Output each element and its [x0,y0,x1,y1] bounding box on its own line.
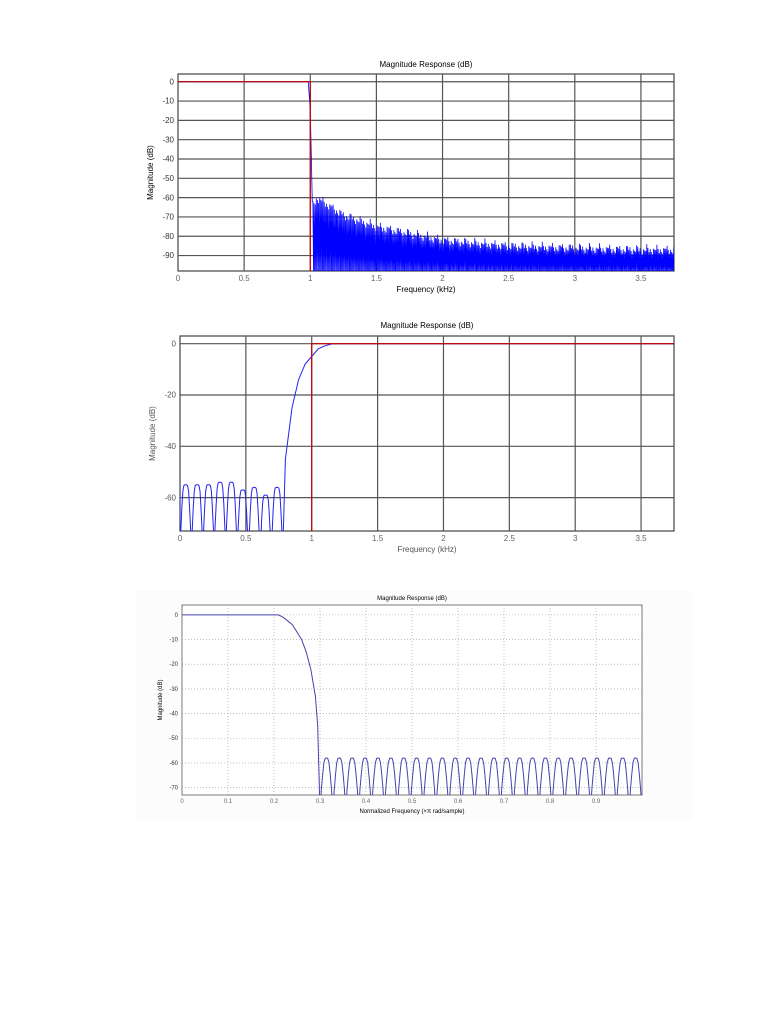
series-filter-response [182,614,642,795]
x-tick-label: 0 [178,534,183,543]
y-tick-label: -60 [162,193,174,202]
y-tick-label: -70 [162,213,174,222]
chart-title: Magnitude Response (dB) [381,321,474,330]
y-tick-label: -60 [169,761,178,767]
x-tick-label: 0.3 [316,799,325,805]
y-tick-label: -80 [162,232,174,241]
x-tick-label: 0.1 [224,799,233,805]
y-tick-label: 0 [170,77,175,86]
y-tick-label: -20 [169,662,178,668]
chart-title: Magnitude Response (dB) [380,60,473,69]
x-tick-label: 1 [310,534,315,543]
x-tick-label: 0.8 [546,799,555,805]
y-tick-label: -30 [162,135,174,144]
y-tick-label: -10 [169,638,178,644]
series-ideal-spec [311,343,674,531]
chart-title: Magnitude Response (dB) [377,596,447,602]
y-tick-label: -50 [169,736,178,742]
series-group [178,81,674,271]
x-tick-label: 0 [176,274,181,283]
plot-area: 0 0.1 0.2 0.3 0.4 0.5 0.6 0.7 0.8 0.9 0 -10 -20 -30 -4… [169,604,643,805]
plot-area: 0 0.5 1 1.5 2 2.5 3 3.5 0 -20 -40 -60 [164,335,675,543]
chart-lowpass-normalized: 0 0.1 0.2 0.3 0.4 0.5 0.6 0.7 0.8 0.9 0 -10 -20 -30 -4… [158,596,643,815]
y-tick-label: -20 [164,391,176,400]
series-group [182,614,642,795]
x-tick-label: 2 [440,274,445,283]
plot-area: 0 0.5 1 1.5 2 2.5 3 3.5 0 -10 -20 -30 -40 -50 -60 -70 -8… [162,73,675,283]
y-axis-label: Magnitude (dB) [158,679,164,720]
x-tick-label: 0.5 [240,534,252,543]
y-tick-label: -40 [164,442,176,451]
x-tick-label: 3.5 [636,534,648,543]
series-group [180,343,674,531]
series-ideal-spec [178,81,311,271]
x-axis-label: Frequency (kHz) [396,285,455,294]
x-tick-label: 2.5 [504,534,516,543]
x-tick-label: 0.6 [454,799,463,805]
y-tick-label: -20 [162,116,174,125]
y-tick-label: -90 [162,251,174,260]
x-axis-label: Normalized Frequency (×π rad/sample) [359,809,464,815]
y-tick-label: 0 [172,339,177,348]
y-axis-label: Magnitude (dB) [146,145,155,200]
y-tick-label: -30 [169,687,178,693]
y-tick-label: -60 [164,493,176,502]
x-tick-label: 2 [441,534,446,543]
x-tick-label: 3 [573,534,578,543]
y-tick-label: -40 [169,712,178,718]
series-filter-response [180,343,674,531]
chart-highpass-khz: 0 0.5 1 1.5 2 2.5 3 3.5 0 -20 -40 -60 Magnitude Resp… [148,321,675,554]
x-tick-label: 1 [308,274,313,283]
x-tick-label: 1.5 [371,274,383,283]
x-tick-label: 0.2 [270,799,279,805]
y-tick-label: -50 [162,174,174,183]
x-tick-label: 1.5 [372,534,384,543]
x-tick-label: 0.4 [362,799,371,805]
x-tick-label: 0.5 [239,274,251,283]
x-tick-label: 3 [573,274,578,283]
x-tick-label: 0 [180,799,184,805]
x-tick-label: 0.7 [500,799,509,805]
x-tick-label: 3.5 [635,274,647,283]
y-tick-label: -70 [169,786,178,792]
chart-lowpass-khz: 0 0.5 1 1.5 2 2.5 3 3.5 0 -10 -20 -30 -40 -50 -60 -70 -8… [146,60,675,294]
y-tick-label: -40 [162,155,174,164]
x-tick-label: 0.9 [592,799,601,805]
x-tick-label: 2.5 [503,274,515,283]
y-tick-label: 0 [175,613,179,619]
x-tick-label: 0.5 [408,799,417,805]
y-tick-label: -10 [162,97,174,106]
x-axis-label: Frequency (kHz) [397,545,456,554]
y-axis-label: Magnitude (dB) [148,406,157,461]
